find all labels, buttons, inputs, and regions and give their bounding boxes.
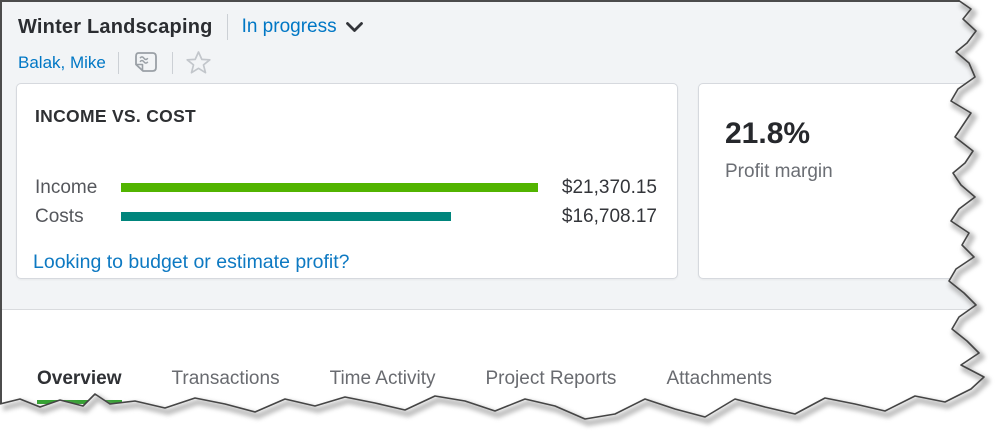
tab-time-activity[interactable]: Time Activity [329, 368, 436, 389]
costs-label: Costs [35, 205, 84, 227]
top-region: Winter Landscaping In progress Balak, Mi… [2, 2, 998, 310]
costs-value: $16,708.17 [561, 205, 657, 227]
customer-link[interactable]: Balak, Mike [18, 53, 106, 72]
income-row: Income $21,370.15 [35, 173, 657, 202]
status-label: In progress [241, 16, 337, 37]
meta-divider-2 [171, 52, 173, 74]
profit-margin-value: 21.8% [725, 117, 811, 150]
income-card-title: INCOME VS. COST [35, 106, 197, 126]
summary-cards: INCOME VS. COST Income $21,370.15 Costs [2, 80, 998, 279]
tab-transactions[interactable]: Transactions [171, 368, 280, 389]
income-bar-track [121, 183, 545, 192]
profit-margin-card: 21.8% Profit margin [698, 83, 984, 279]
project-meta-row: Balak, Mike [2, 46, 998, 80]
income-vs-cost-card: INCOME VS. COST Income $21,370.15 Costs [16, 83, 678, 279]
profit-margin-label: Profit margin [725, 161, 833, 182]
costs-row: Costs $16,708.17 [35, 202, 657, 231]
budget-estimate-link[interactable]: Looking to budget or estimate profit? [33, 251, 350, 273]
note-icon[interactable] [131, 50, 160, 76]
income-value: $21,370.15 [561, 176, 657, 198]
page-title: Winter Landscaping [18, 15, 213, 38]
project-tabs: Overview Transactions Time Activity Proj… [2, 310, 998, 404]
project-header: Winter Landscaping In progress [2, 2, 998, 46]
costs-bar [121, 212, 451, 221]
income-label: Income [35, 176, 98, 198]
chevron-down-icon [345, 21, 363, 33]
meta-divider [117, 52, 119, 74]
costs-bar-track [121, 212, 545, 221]
tab-project-reports[interactable]: Project Reports [485, 368, 617, 389]
star-icon[interactable] [185, 50, 212, 76]
income-bar [121, 183, 538, 192]
tab-overview[interactable]: Overview [37, 368, 122, 404]
status-dropdown[interactable]: In progress [242, 16, 363, 38]
tab-attachments[interactable]: Attachments [666, 368, 773, 389]
header-divider [226, 14, 228, 40]
